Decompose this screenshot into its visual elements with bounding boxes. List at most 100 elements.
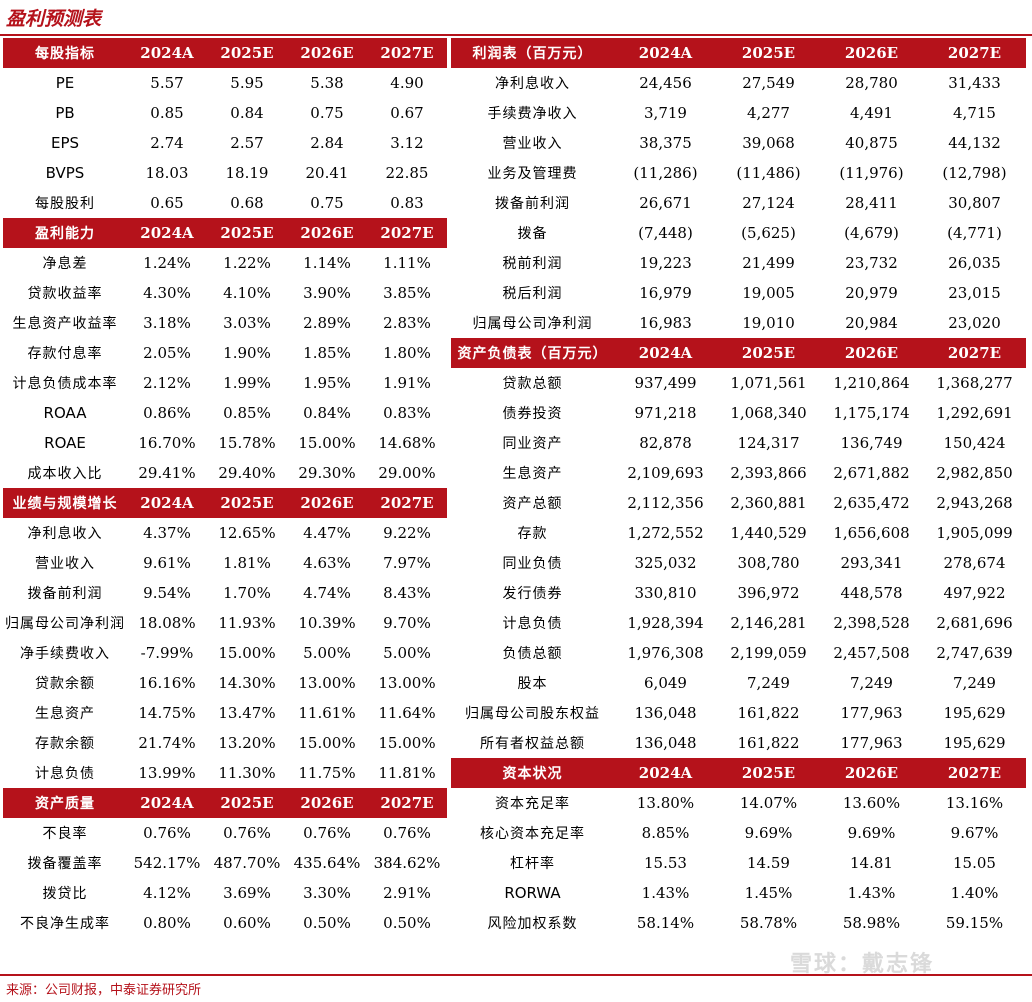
column-header: 2024A <box>614 338 717 368</box>
row-label: RORWA <box>504 884 561 902</box>
column-header: 2027E <box>923 338 1026 368</box>
column-header: 2024A <box>127 488 207 518</box>
table-row: 成本收入比 29.41% 29.40% 29.30% 29.00% <box>3 458 447 488</box>
cell-value: 1.99% <box>223 374 271 392</box>
row-label: 生息资产 <box>502 466 563 482</box>
column-header: 2027E <box>367 218 447 248</box>
cell-value: 58.14% <box>636 914 695 932</box>
row-label: 计息负债成本率 <box>12 376 118 392</box>
row-label: 生息资产 <box>35 706 95 722</box>
cell-value: 1,292,691 <box>936 404 1013 422</box>
cell-value: 21.74% <box>138 734 196 752</box>
row-label: ROAE <box>44 434 86 452</box>
column-header: 2027E <box>367 38 447 68</box>
cell-value: 20,979 <box>845 284 898 302</box>
row-label: 不良净生成率 <box>20 916 110 932</box>
cell-value: 2,199,059 <box>730 644 807 662</box>
right-panel: 利润表（百万元） 2024A 2025E 2026E 2027E 净利息收入 24,456 2… <box>451 38 1026 938</box>
cell-value: 9.22% <box>383 524 431 542</box>
cell-value: 13.00% <box>298 674 356 692</box>
cell-value: 28,411 <box>845 194 898 212</box>
table-row: RORWA 1.43% 1.45% 1.43% 1.40% <box>451 878 1026 908</box>
cell-value: 1.11% <box>383 254 431 272</box>
cell-value: 0.85% <box>223 404 271 422</box>
cell-value: 4.90 <box>390 74 424 92</box>
table-row: 所有者权益总额 136,048 161,822 177,963 195,629 <box>451 728 1026 758</box>
table-row: PE 5.57 5.95 5.38 4.90 <box>3 68 447 98</box>
cell-value: 23,020 <box>948 314 1001 332</box>
cell-value: 0.85 <box>150 104 184 122</box>
cell-value: 9.61% <box>143 554 191 572</box>
section-header-row: 利润表（百万元） 2024A 2025E 2026E 2027E <box>451 38 1026 68</box>
table-row: 风险加权系数 58.14% 58.78% 58.98% 59.15% <box>451 908 1026 938</box>
cell-value: 4.47% <box>303 524 351 542</box>
cell-value: 16.16% <box>138 674 196 692</box>
cell-value: 1,928,394 <box>627 614 704 632</box>
cell-value: 19,005 <box>742 284 795 302</box>
cell-value: 2.05% <box>143 344 191 362</box>
row-label: 存款余额 <box>35 736 95 752</box>
cell-value: 31,433 <box>948 74 1001 92</box>
table-row: 计息负债成本率 2.12% 1.99% 1.95% 1.91% <box>3 368 447 398</box>
cell-value: 1.43% <box>641 884 690 902</box>
row-label: 成本收入比 <box>27 466 103 482</box>
title-bar: 盈利预测表 <box>0 0 1032 36</box>
cell-value: 22.85 <box>385 164 429 182</box>
cell-value: 150,424 <box>943 434 1006 452</box>
cell-value: 15.00% <box>298 434 356 452</box>
section-title: 业绩与规模增长 <box>3 488 127 518</box>
row-label: 杠杆率 <box>510 856 555 872</box>
cell-value: (4,771) <box>947 224 1002 242</box>
cell-value: 1,272,552 <box>627 524 704 542</box>
table-row: 贷款余额 16.16% 14.30% 13.00% 13.00% <box>3 668 447 698</box>
column-header: 2024A <box>614 38 717 68</box>
cell-value: 0.75 <box>310 104 344 122</box>
row-label: 每股股利 <box>35 196 95 212</box>
row-label: EPS <box>50 134 80 152</box>
cell-value: 13.99% <box>138 764 196 782</box>
cell-value: 0.50% <box>303 914 351 932</box>
table-row: 存款余额 21.74% 13.20% 15.00% 15.00% <box>3 728 447 758</box>
cell-value: 1.80% <box>383 344 431 362</box>
row-label: 净息差 <box>42 256 88 272</box>
watermark-text: 雪球：戴志锋 <box>790 952 935 977</box>
row-label: 拨备覆盖率 <box>27 856 103 872</box>
row-label: 所有者权益总额 <box>480 736 585 752</box>
section-header-row: 每股指标 2024A 2025E 2026E 2027E <box>3 38 447 68</box>
cell-value: 7,249 <box>953 674 996 692</box>
cell-value: 1.24% <box>143 254 191 272</box>
row-label: 拨备前利润 <box>495 196 570 212</box>
cell-value: 59.15% <box>945 914 1004 932</box>
section-title: 利润表（百万元） <box>451 38 614 68</box>
cell-value: 2.91% <box>383 884 431 902</box>
cell-value: 2,109,693 <box>627 464 704 482</box>
table-row: 手续费净收入 3,719 4,277 4,491 4,715 <box>451 98 1026 128</box>
column-header: 2026E <box>287 218 367 248</box>
cell-value: 1,068,340 <box>730 404 807 422</box>
cell-value: 195,629 <box>943 734 1006 752</box>
cell-value: 15.78% <box>218 434 276 452</box>
row-label: 同业资产 <box>502 436 563 452</box>
column-header: 2024A <box>127 788 207 818</box>
section-title: 每股指标 <box>3 38 127 68</box>
cell-value: 0.86% <box>143 404 191 422</box>
row-label: 归属母公司净利润 <box>5 616 125 632</box>
cell-value: 4.12% <box>143 884 191 902</box>
cell-value: 2,112,356 <box>627 494 704 512</box>
column-header: 2024A <box>127 38 207 68</box>
cell-value: 542.17% <box>133 854 201 872</box>
row-label: 计息负债 <box>35 766 95 782</box>
cell-value: 0.84% <box>303 404 351 422</box>
cell-value: 29.41% <box>138 464 196 482</box>
row-label: 贷款余额 <box>35 676 95 692</box>
row-label: 净利息收入 <box>27 526 103 542</box>
cell-value: 1,656,608 <box>833 524 910 542</box>
column-header: 2027E <box>923 758 1026 788</box>
row-label: 不良率 <box>42 826 88 842</box>
cell-value: 19,223 <box>639 254 692 272</box>
cell-value: 3.30% <box>303 884 351 902</box>
cell-value: 1,071,561 <box>730 374 807 392</box>
cell-value: 325,032 <box>634 554 697 572</box>
section-header-row: 资产质量 2024A 2025E 2026E 2027E <box>3 788 447 818</box>
cell-value: 7,249 <box>747 674 790 692</box>
